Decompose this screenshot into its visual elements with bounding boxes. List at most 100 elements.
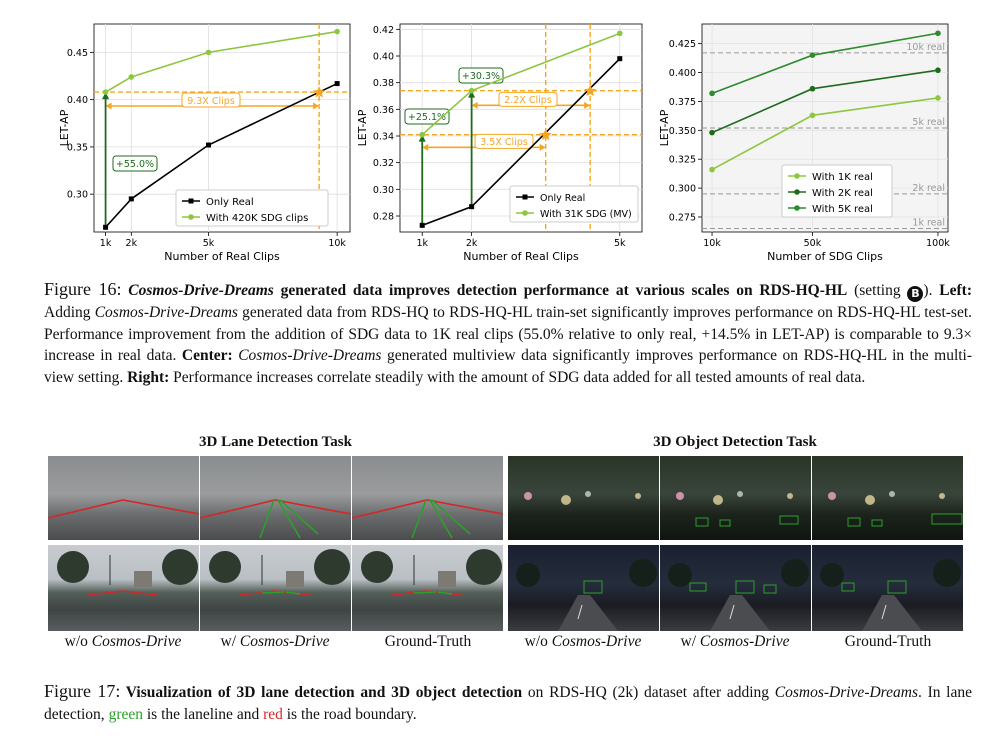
data-point <box>468 87 475 94</box>
legend-swatch-marker <box>522 194 528 200</box>
chart-left-svg: 0.30 0.35 0.40 0.45 1k 2k 5k 10k Number of Real … <box>58 23 351 263</box>
data-point <box>935 67 941 74</box>
scale-arrowhead-right <box>539 143 546 151</box>
scale-arrowhead-right <box>313 102 320 110</box>
data-point <box>419 222 425 228</box>
scale-arrowhead-left <box>471 101 478 109</box>
object-overlay <box>524 491 641 505</box>
data-point <box>809 85 816 92</box>
data-point <box>334 81 340 87</box>
object-night-road-scene <box>508 545 659 631</box>
y-axis-label: LET-AP <box>356 109 369 146</box>
legend-swatch-marker <box>794 173 800 179</box>
y-tick-label: 0.42 <box>373 25 394 36</box>
data-point <box>809 52 816 58</box>
figure17-number: Figure 17: <box>44 681 121 701</box>
y-tick-label: 0.32 <box>373 158 394 169</box>
y-tick-label: 0.40 <box>67 95 88 106</box>
figure17-text-3: is the laneline and <box>142 705 264 723</box>
figure17-caption: Figure 17: Visualization of 3D lane dete… <box>44 681 972 725</box>
reference-label: 1k real <box>912 218 945 229</box>
y-tick-label: 0.350 <box>669 126 696 137</box>
object-overlay <box>676 491 799 527</box>
legend-swatch-marker <box>188 214 194 220</box>
x-tick-label: 10k <box>703 238 721 249</box>
data-point <box>469 204 475 210</box>
reference-label: 5k real <box>912 117 945 128</box>
legend-label: With 31K SDG (MV) <box>540 209 632 220</box>
column-label-prefix: w/o <box>64 633 92 650</box>
column-label: w/ Cosmos-Drive <box>660 633 810 651</box>
scale-label: 9.3X Clips <box>187 96 235 107</box>
figure16-setting-text: (setting <box>847 282 908 299</box>
scale-label: 2.2X Clips <box>504 95 552 106</box>
lane-overlay <box>361 549 502 596</box>
x-tick-label: 2k <box>126 238 138 249</box>
figure17-text-2: . In lane detection, <box>44 684 973 723</box>
y-tick-label: 0.30 <box>67 190 88 201</box>
lane-overlay <box>200 499 351 539</box>
data-point <box>709 166 715 173</box>
legend-label: Only Real <box>540 193 585 204</box>
column-label: w/o Cosmos-Drive <box>48 633 198 651</box>
legend-label: With 2K real <box>812 188 873 199</box>
x-tick-label: 5k <box>203 238 215 249</box>
figure16-title-rest: generated data improves detection perfor… <box>273 282 848 299</box>
figure16-left-label: Left: <box>939 282 972 299</box>
x-tick-label: 50k <box>804 238 822 249</box>
figure16-cdd-2: Cosmos-Drive-Dreams <box>238 347 382 365</box>
object-foggy-night-scene <box>508 456 659 540</box>
figure16-text-1: ). <box>923 282 940 299</box>
data-point <box>205 142 211 148</box>
data-point <box>205 49 212 56</box>
y-tick-label: 0.325 <box>669 155 696 166</box>
x-tick-label: 10k <box>328 238 346 249</box>
chart-left: 0.30 0.35 0.40 0.45 1k 2k 5k 10k Number of Real … <box>58 18 358 268</box>
intersection-star <box>539 128 552 141</box>
reference-label: 2k real <box>912 183 945 194</box>
column-label-prefix: w/o <box>524 633 552 650</box>
x-tick-label: 1k <box>100 238 112 249</box>
figure17-green-word: green <box>108 705 143 723</box>
object-night-road-scene <box>812 545 963 631</box>
column-label-model: Cosmos-Drive <box>239 633 330 650</box>
figure16-text-2: Adding <box>44 304 95 321</box>
y-tick-label: 0.36 <box>373 105 394 116</box>
figure17-text-4: is the road boundary. <box>282 705 417 723</box>
series-line <box>105 30 338 93</box>
figure17-text-1: on RDS-HQ (2k) dataset after adding <box>522 684 775 701</box>
scale-arrowhead-right <box>584 101 591 109</box>
x-tick-label: 5k <box>614 238 626 249</box>
gain-label-box <box>458 67 504 84</box>
lane-overlay <box>352 499 503 539</box>
figure16-right-label: Right: <box>127 368 170 386</box>
column-label: Ground-Truth <box>353 633 503 651</box>
data-point <box>128 74 135 80</box>
chart-right: 0.275 0.300 0.325 0.350 0.375 0.400 0.425 10k 50… <box>656 18 956 268</box>
data-point <box>334 28 340 35</box>
gain-label: +30.3% <box>462 71 500 82</box>
gain-arrowhead <box>102 92 110 100</box>
data-point <box>935 95 941 101</box>
gain-arrowhead <box>418 134 426 142</box>
lane-foggy-scene <box>352 456 503 540</box>
y-tick-label: 0.34 <box>373 132 394 143</box>
object-night-road-scene <box>660 545 811 631</box>
column-label-prefix: w/ <box>220 633 240 650</box>
y-tick-label: 0.45 <box>67 48 88 59</box>
y-tick-label: 0.35 <box>67 142 88 153</box>
object-foggy-night-scene <box>660 456 811 540</box>
column-label: w/o Cosmos-Drive <box>508 633 658 651</box>
y-tick-label: 0.38 <box>373 78 394 89</box>
data-point <box>809 112 816 119</box>
figure16-text-6: Performance increases correlate steadily… <box>169 368 866 386</box>
y-tick-label: 0.375 <box>669 97 696 108</box>
legend-swatch-marker <box>794 189 800 195</box>
figure16-title-italic: Cosmos-Drive-Dreams <box>128 282 274 299</box>
lane-overlay <box>57 549 198 596</box>
data-point <box>935 30 941 37</box>
lane-foggy-scene <box>48 456 199 540</box>
legend-label: With 1K real <box>812 172 873 183</box>
y-tick-label: 0.30 <box>373 185 394 196</box>
data-point <box>709 129 715 136</box>
